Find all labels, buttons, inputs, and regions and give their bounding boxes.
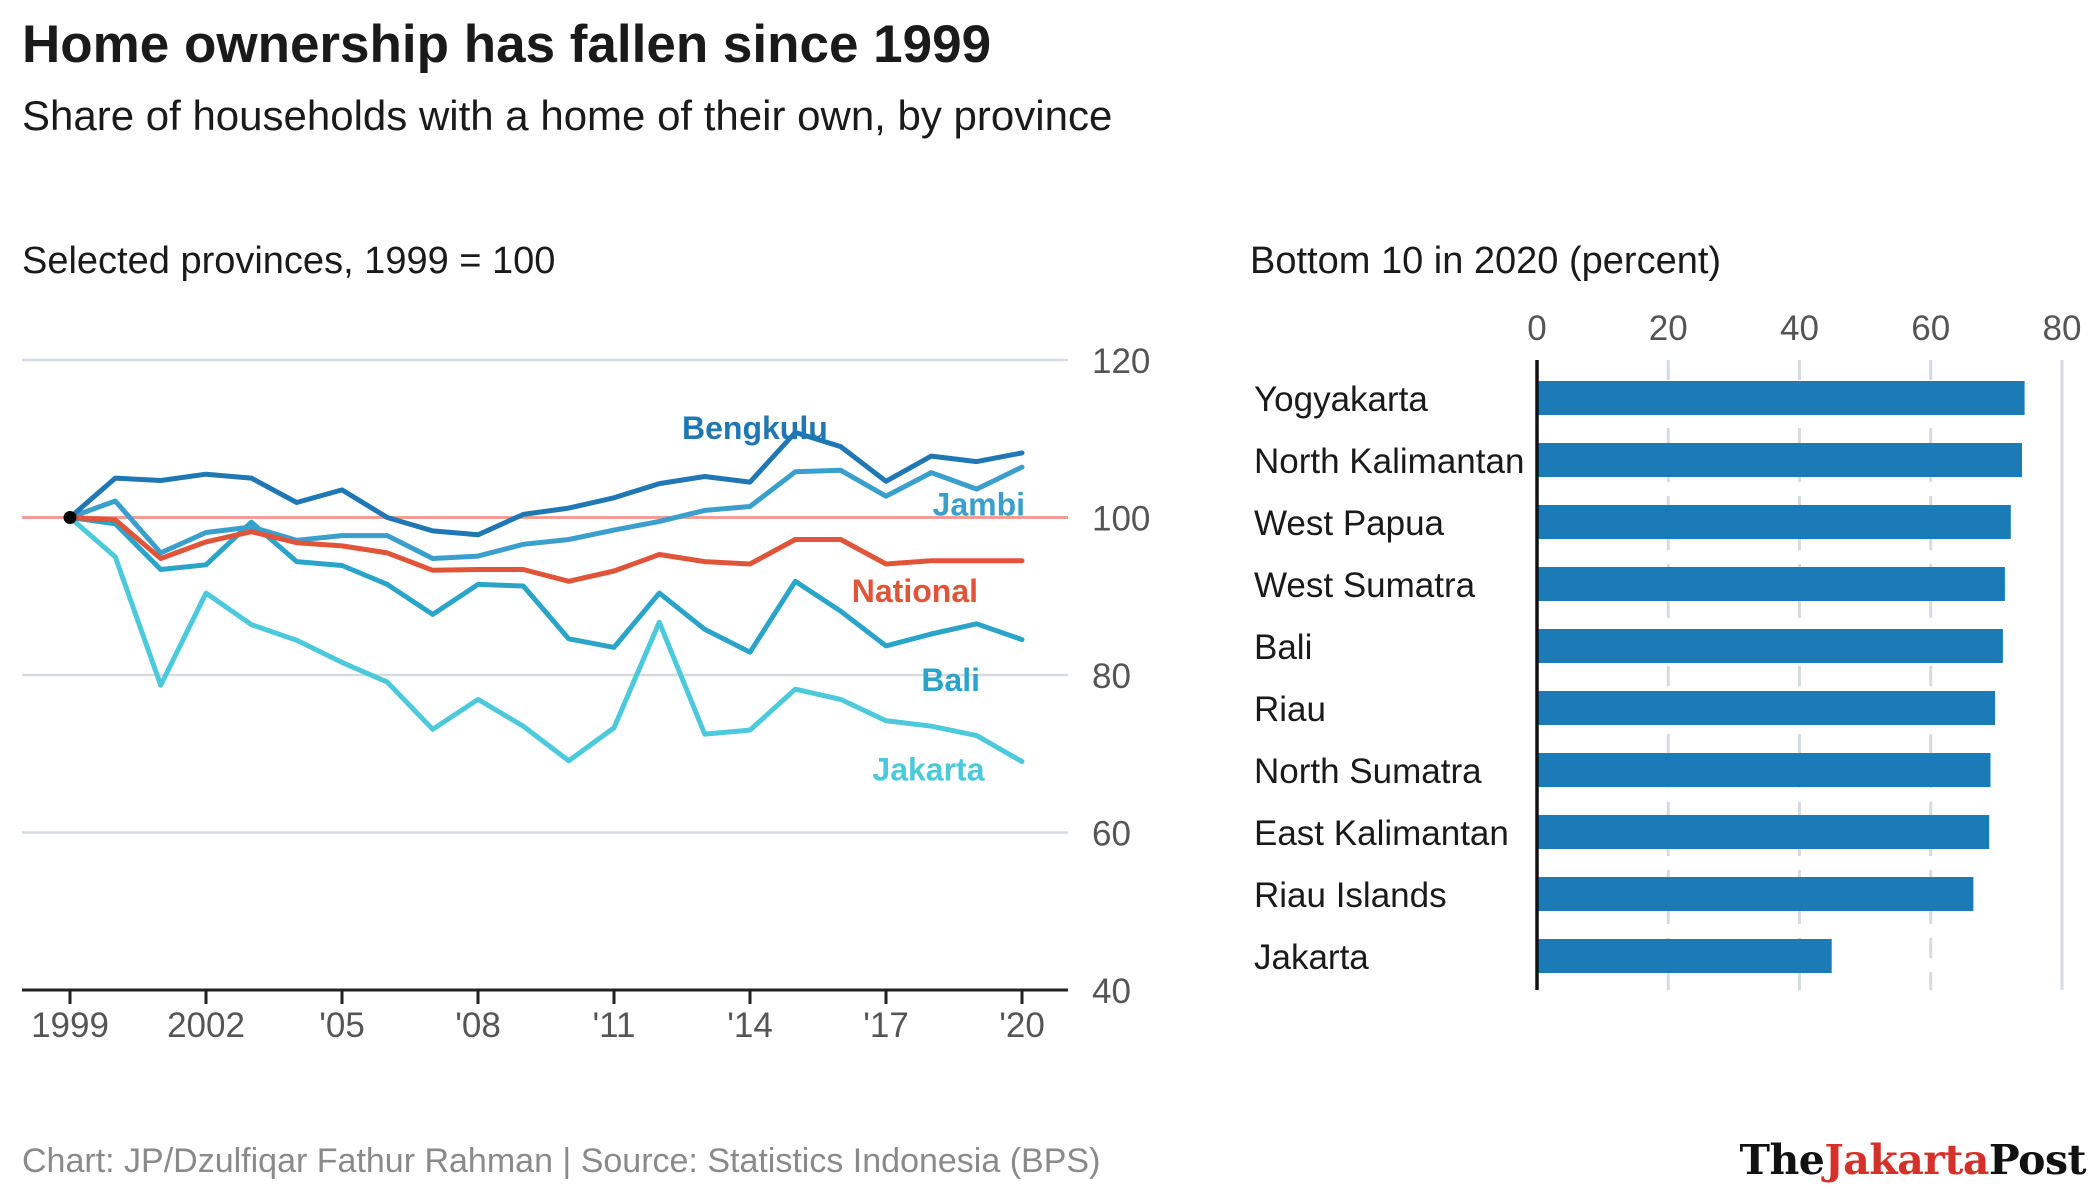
x-tick-label-2005: '05 [319,1006,365,1045]
y-tick-label-60: 60 [1092,815,1131,854]
x-tick-label-2014: '14 [727,1006,773,1045]
bar-category-label: Bali [1254,628,1312,667]
series-line-jakarta [67,515,1025,765]
bar-category-label: Riau [1254,690,1326,729]
bar-axis-label-60: 60 [1911,309,1950,348]
x-tick-label-2020: '20 [999,1006,1045,1045]
series-line-bali [67,515,1025,655]
logo-part-jakarta: Jakarta [1824,1136,1989,1184]
x-tick-label-1999: 1999 [31,1006,109,1045]
bar [1537,629,2003,663]
y-tick-label-80: 80 [1092,657,1131,696]
bar-category-label: Riau Islands [1254,876,1447,915]
x-tick-label-2017: '17 [863,1006,909,1045]
footer-source: Chart: JP/Dzulfiqar Fathur Rahman | Sour… [22,1142,1101,1180]
bar [1537,877,1974,911]
series-line-national [67,515,1025,584]
bar-category-label: West Sumatra [1254,566,1476,605]
x-tick-label-2008: '08 [455,1006,501,1045]
bar-category-label: East Kalimantan [1254,814,1509,853]
chart-title: Home ownership has fallen since 1999 [22,15,992,74]
right-panel-title: Bottom 10 in 2020 (percent) [1250,240,1722,282]
bar [1537,381,2025,415]
x-tick-label-2002: 2002 [167,1006,245,1045]
series-label-jakarta: Jakarta [872,752,984,788]
logo-part-post: Post [1988,1136,2087,1184]
base-point-1999 [63,511,77,524]
bar [1537,567,2005,601]
bar [1537,753,1991,787]
bar-axis-label-80: 80 [2043,309,2082,348]
bar-category-label: North Sumatra [1254,752,1482,791]
series-line-bengkulu [67,430,1025,538]
logo-part-the: The [1739,1136,1825,1184]
bar [1537,691,1996,725]
chart-subtitle: Share of households with a home of their… [22,92,1113,139]
bar [1537,939,1832,973]
y-tick-label-120: 120 [1092,342,1150,381]
bar-category-label: Yogyakarta [1254,380,1428,419]
y-tick-label-100: 100 [1092,500,1150,539]
series-label-bengkulu: Bengkulu [682,410,828,446]
series-line-jambi [67,464,1025,561]
bar-category-label: North Kalimantan [1254,442,1524,481]
publisher-logo: TheJakartaPost [1739,1136,2086,1184]
x-tick-label-2011: '11 [592,1006,635,1045]
bar [1537,443,2022,477]
series-label-bali: Bali [921,662,980,698]
bar [1537,815,1990,849]
left-panel-title: Selected provinces, 1999 = 100 [22,240,556,282]
bar-axis-label-0: 0 [1527,309,1546,348]
series-label-jambi: Jambi [933,486,1025,522]
y-tick-label-40: 40 [1092,972,1131,1011]
bar-category-label: West Papua [1254,504,1445,543]
bar [1537,505,2011,539]
bar-category-label: Jakarta [1254,938,1369,977]
series-label-national: National [852,573,978,609]
bar-axis-label-40: 40 [1780,309,1819,348]
bar-axis-label-20: 20 [1649,309,1688,348]
